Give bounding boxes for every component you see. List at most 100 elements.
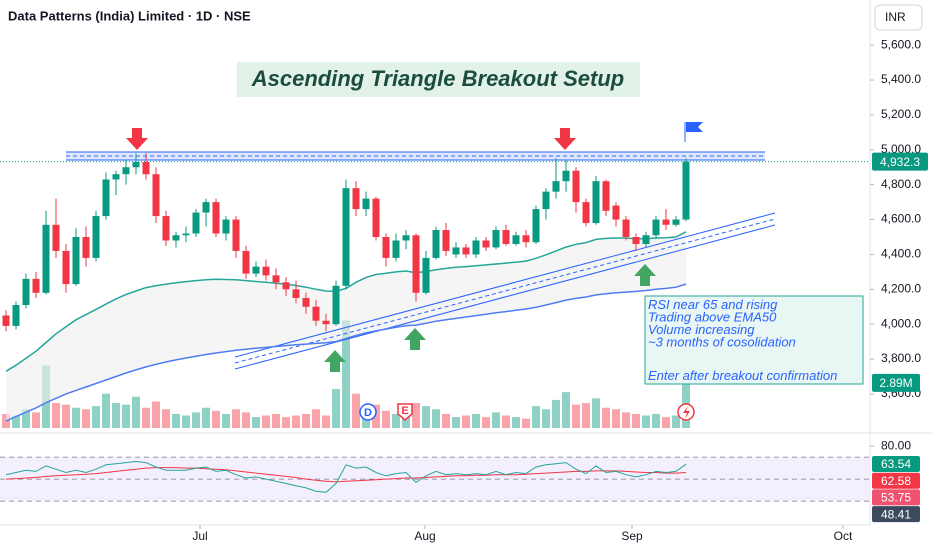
candle-body	[402, 235, 410, 241]
candle-body	[322, 320, 330, 325]
candle-body	[622, 219, 630, 237]
rsi-tag-label: 62.58	[881, 474, 911, 488]
support-trendline	[234, 212, 776, 370]
currency-box[interactable]	[874, 4, 923, 31]
chart-title: Ascending Triangle Breakout Setup	[251, 66, 624, 91]
down-arrow	[126, 128, 148, 150]
volume-bar	[192, 412, 200, 428]
rsi-line	[5, 460, 687, 493]
volume-bar	[402, 415, 410, 428]
event-label: D	[364, 407, 372, 419]
price-tag-label: 4,932.3	[880, 155, 920, 169]
candle-body	[92, 216, 100, 258]
note-line: ~3 months of cosolidation	[648, 335, 796, 350]
rsi-ma-line	[5, 467, 687, 483]
under-layer	[2, 231, 690, 428]
candle-body	[522, 235, 530, 243]
candle-body	[82, 236, 90, 258]
volume-tag	[872, 373, 920, 392]
candle-body	[682, 161, 690, 220]
volume-bar	[442, 413, 450, 428]
x-tick-label: Aug	[414, 529, 435, 543]
volume-bar	[482, 417, 490, 428]
down-arrow	[554, 128, 576, 150]
volume-bar	[502, 415, 510, 428]
y-tick-label: 80.00	[881, 438, 911, 452]
volume-bar	[632, 413, 640, 428]
volume-bar	[262, 415, 270, 428]
arrows	[126, 122, 703, 372]
volume-tag-label: 2.89M	[879, 376, 912, 390]
candle-body	[472, 240, 480, 255]
event-marker[interactable]	[359, 403, 377, 421]
candle-body	[62, 250, 70, 285]
candle-body	[652, 219, 660, 236]
volume-bar	[72, 407, 80, 428]
volume-bar	[12, 415, 20, 428]
volume-bar	[452, 417, 460, 428]
x-tick-label: Oct	[834, 529, 853, 543]
up-arrow	[324, 350, 346, 372]
volume-bar	[52, 403, 60, 428]
volume-bar	[232, 409, 240, 428]
candle-body	[432, 230, 440, 258]
resistance-zone	[66, 151, 765, 161]
volume-bar	[382, 410, 390, 428]
candle-body	[362, 198, 370, 210]
price-tag	[872, 152, 928, 171]
candle-body	[562, 170, 570, 182]
event-marker[interactable]	[397, 403, 413, 421]
y-tick-label: 4,600.0	[881, 212, 921, 226]
title-box	[237, 62, 640, 97]
volume-bar	[302, 413, 310, 428]
candle-body	[132, 162, 140, 168]
candle-body	[392, 240, 400, 258]
volume-bar	[652, 413, 660, 428]
event-label: E	[401, 405, 408, 417]
note-line: Trading above EMA50	[648, 310, 777, 325]
volume-bar	[542, 409, 550, 428]
x-tick-label: Sep	[621, 529, 643, 543]
volume-bar	[272, 413, 280, 428]
candle-body	[262, 266, 270, 276]
candle-body	[42, 224, 50, 293]
volume-bar	[172, 413, 180, 428]
candle-body	[492, 230, 500, 248]
note-action: Enter after breakout confirmation	[648, 368, 837, 383]
y-tick-label: 4,200.0	[881, 281, 921, 295]
up-arrow	[634, 264, 656, 286]
volume-bar	[622, 412, 630, 428]
candle-body	[462, 247, 470, 255]
candle-body	[372, 198, 380, 237]
candle-body	[542, 191, 550, 210]
candle-body	[52, 224, 60, 251]
candle-body	[232, 219, 240, 251]
x-tick-label: Jul	[192, 529, 207, 543]
candle-body	[512, 235, 520, 244]
up-arrow	[404, 328, 426, 350]
candle-body	[552, 181, 560, 192]
volume-bar	[472, 413, 480, 428]
volume-bar	[282, 417, 290, 428]
volume-bar	[292, 415, 300, 428]
candle-body	[422, 257, 430, 293]
candle-body	[642, 235, 650, 244]
candle-body	[612, 205, 620, 220]
volume-bar	[252, 417, 260, 428]
volume-bar	[102, 393, 110, 428]
event-icon	[683, 406, 690, 419]
volume-bar	[602, 407, 610, 428]
candle-body	[292, 289, 300, 299]
y-tick-label: 4,000.0	[881, 316, 921, 330]
note-box	[644, 295, 864, 385]
candle-body	[412, 235, 420, 293]
candle-body	[502, 230, 510, 244]
y-tick-label: 5,000.0	[881, 142, 921, 156]
candle-body	[632, 236, 640, 244]
volume-bar	[62, 404, 70, 428]
candle-body	[102, 179, 110, 217]
note-line: RSI near 65 and rising	[648, 297, 778, 312]
volume-bar	[562, 392, 570, 428]
